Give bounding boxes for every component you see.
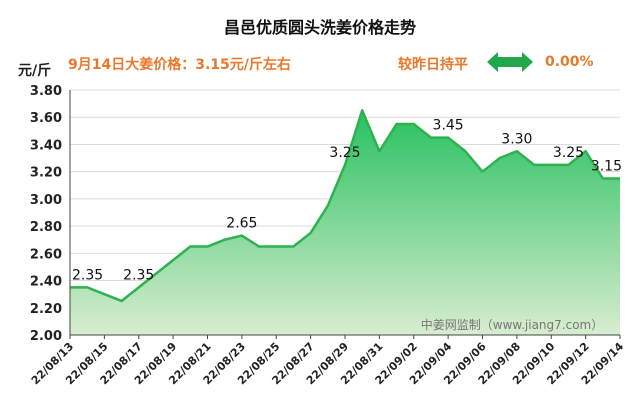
double-arrow-shape xyxy=(487,52,533,72)
y-axis-ticks: 2.00 2.20 2.40 2.60 2.80 3.00 3.20 3.40 3.60 3.80 xyxy=(30,84,62,344)
watermark: 中姜网监制（www.jiang7.com） xyxy=(421,317,603,332)
data-label: 3.30 xyxy=(501,131,532,147)
price-line xyxy=(70,109,620,303)
y-tick-label: 2.20 xyxy=(30,302,62,317)
price-headline: 9月14日大姜价格：3.15元/斤左右 xyxy=(68,57,291,73)
y-tick-label: 3.60 xyxy=(30,111,62,126)
y-tick-label: 2.80 xyxy=(30,220,62,235)
x-axis-ticks: 22/08/1322/08/1522/08/1722/08/1922/08/21… xyxy=(29,335,626,387)
y-tick-label: 2.40 xyxy=(30,275,62,290)
data-label: 3.25 xyxy=(553,145,584,161)
data-label: 3.25 xyxy=(329,145,360,161)
comparison-label: 较昨日持平 xyxy=(398,57,468,73)
y-tick-label: 3.80 xyxy=(30,84,62,99)
y-tick-label: 3.40 xyxy=(30,138,62,153)
y-tick-label: 2.00 xyxy=(30,329,62,344)
chart-title: 昌邑优质圆头洗姜价格走势 xyxy=(223,18,416,37)
data-label: 3.15 xyxy=(591,158,622,174)
data-label: 2.65 xyxy=(226,216,257,232)
y-tick-label: 2.60 xyxy=(30,247,62,262)
y-axis-unit-label: 元/斤 xyxy=(18,63,52,79)
price-area-fill xyxy=(70,110,620,335)
change-percent: 0.00% xyxy=(545,54,594,70)
double-arrow-icon xyxy=(487,52,533,72)
data-label: 2.35 xyxy=(72,267,103,283)
data-label: 2.35 xyxy=(123,267,154,283)
y-tick-label: 3.00 xyxy=(30,193,62,208)
y-tick-label: 3.20 xyxy=(30,166,62,181)
data-label: 3.45 xyxy=(433,118,464,134)
data-labels: 2.35 2.35 2.65 3.25 3.45 3.30 3.25 3.15 xyxy=(72,118,622,284)
